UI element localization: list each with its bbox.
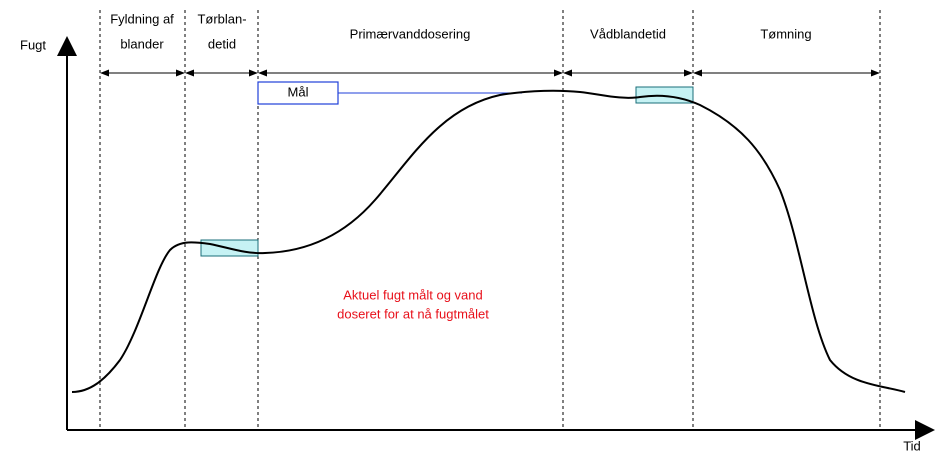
phase-label: blander — [120, 36, 164, 51]
target-box — [257, 81, 339, 105]
target-label: Mål — [288, 84, 309, 99]
axes — [57, 36, 935, 440]
phase-label: Fyldning af — [110, 11, 174, 26]
annotation: doseret for at nå fugtmålet — [337, 306, 489, 321]
phase-label: Tømning — [760, 26, 811, 41]
phase-label: Vådblandetid — [590, 26, 666, 41]
phase-dividers — [99, 10, 881, 430]
moisture-curve — [71, 89, 906, 393]
phase-label: Primærvanddosering — [350, 26, 471, 41]
annotation: Aktuel fugt målt og vand — [343, 287, 482, 302]
phase-label: Tørblan- — [197, 11, 246, 26]
phase-label: detid — [208, 36, 236, 51]
x-axis-label: Tid — [903, 438, 921, 453]
y-axis-label: Fugt — [20, 37, 46, 52]
